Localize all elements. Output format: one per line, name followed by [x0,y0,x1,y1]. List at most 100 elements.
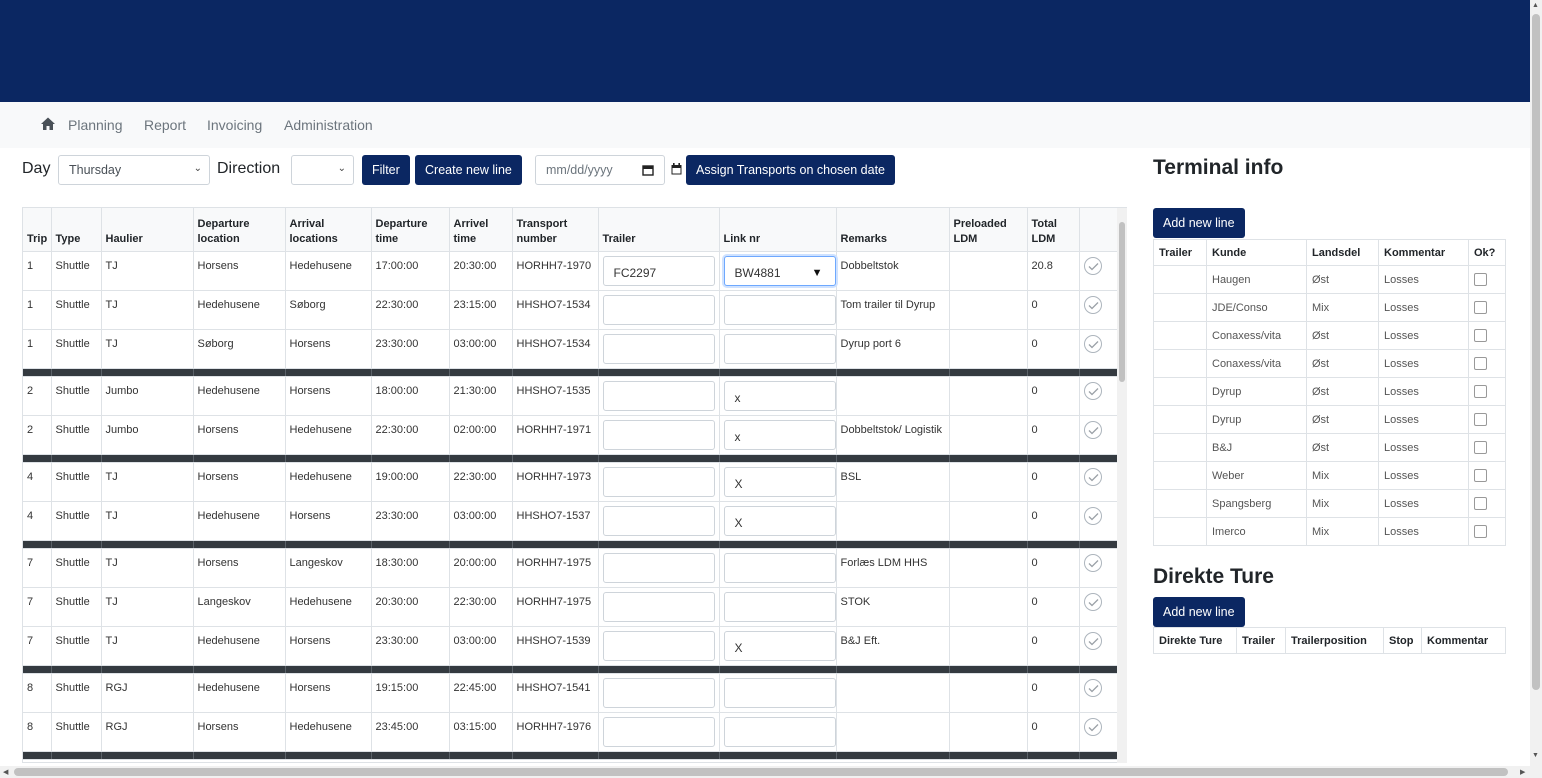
trailer-input[interactable] [602,505,715,536]
confirm-check-icon[interactable] [1083,506,1102,525]
ok-checkbox[interactable] [1474,385,1487,398]
scroll-down-icon[interactable]: ▼ [1532,752,1539,759]
ok-checkbox[interactable] [1474,301,1487,314]
trailer-input[interactable] [602,419,715,450]
date-input[interactable]: mm/dd/yyyy [535,155,665,185]
ok-checkbox[interactable] [1474,497,1487,510]
separator-cell [1027,751,1080,760]
ok-checkbox[interactable] [1474,525,1487,538]
ok-checkbox[interactable] [1474,469,1487,482]
nav-planning[interactable]: Planning [68,117,123,133]
cell-dtime: 23:45:00 [371,712,450,752]
confirm-check-icon[interactable] [1083,678,1102,697]
create-new-line-button[interactable]: Create new line [415,155,522,185]
transport-table: Trip Type Haulier Departure location Arr… [23,208,1118,760]
cell-dtime: 17:00:00 [371,251,450,291]
cell-trailer [1153,461,1207,490]
cell-ok [1468,517,1506,546]
separator-cell [285,368,372,377]
confirm-check-icon[interactable] [1083,553,1102,572]
nav-administration[interactable]: Administration [284,117,373,133]
separator-cell [719,665,837,674]
cell-link: X [719,462,837,502]
link-nr-input[interactable] [723,294,836,325]
confirm-check-icon[interactable] [1083,631,1102,650]
confirm-check-icon[interactable] [1083,467,1102,486]
cell-atime: 03:00:00 [449,501,513,541]
filter-button[interactable]: Filter [362,155,410,185]
link-nr-input[interactable]: X [723,505,836,536]
nav-invoicing[interactable]: Invoicing [207,117,263,133]
cell-link [719,329,837,369]
cell-ok [1468,293,1506,322]
cell-trailer [598,501,720,541]
table-scrollbar[interactable] [1117,208,1127,763]
page-horizontal-scrollbar[interactable]: ◀ ▶ [0,766,1542,778]
cell-kunde: Conaxess/vita [1206,349,1307,378]
cell-trip: 2 [23,415,52,455]
cell-kommentar: Losses [1378,349,1469,378]
confirm-check-icon[interactable] [1083,592,1102,611]
ok-checkbox[interactable] [1474,357,1487,370]
link-nr-input[interactable] [723,333,836,364]
confirm-check-icon[interactable] [1083,381,1102,400]
cell-remarks: Forlæs LDM HHS [836,548,950,588]
confirm-check-icon[interactable] [1083,295,1102,314]
trailer-input[interactable] [602,294,715,325]
col-header: Direkte Ture [1153,627,1237,654]
cell-trailer [1153,433,1207,462]
page-vertical-scrollbar[interactable]: ▲ ▼ [1530,0,1542,766]
trailer-input[interactable] [602,380,715,411]
cell-trip: 1 [23,251,52,291]
trailer-input[interactable]: FC2297 [602,255,715,286]
separator-cell [449,368,513,377]
link-nr-input[interactable] [723,677,836,708]
link-nr-input[interactable] [723,591,836,622]
cell-trailer [1153,349,1207,378]
page-horizontal-scrollbar-thumb[interactable] [14,768,1508,776]
link-nr-input[interactable]: X [723,630,836,661]
direkte-add-line-button[interactable]: Add new line [1153,597,1245,627]
cell-dep: Horsens [193,251,286,291]
ok-checkbox[interactable] [1474,413,1487,426]
day-select[interactable]: Thursday ⌄ [58,155,210,185]
confirm-check-icon[interactable] [1083,256,1102,275]
cell-landsdel: Øst [1306,321,1379,350]
cell-arr: Horsens [285,501,372,541]
ok-checkbox[interactable] [1474,329,1487,342]
cell-preloaded [949,501,1028,541]
separator-cell [836,368,950,377]
home-icon[interactable] [40,116,56,132]
scroll-left-icon[interactable]: ◀ [3,769,9,776]
table-scrollbar-thumb[interactable] [1119,222,1125,382]
calendar-picker-icon[interactable] [642,164,654,176]
scroll-right-icon[interactable]: ▶ [1520,769,1526,776]
trailer-input[interactable] [602,466,715,497]
trailer-input[interactable] [602,630,715,661]
scroll-up-icon[interactable]: ▲ [1532,2,1539,9]
link-nr-input[interactable] [723,552,836,583]
link-nr-input[interactable]: x [723,380,836,411]
link-nr-input[interactable]: X [723,466,836,497]
confirm-check-icon[interactable] [1083,420,1102,439]
assign-transports-button[interactable]: Assign Transports on chosen date [686,155,896,185]
link-nr-input[interactable]: x [723,419,836,450]
nav-report[interactable]: Report [144,117,187,133]
trailer-input[interactable] [602,333,715,364]
page-vertical-scrollbar-thumb[interactable] [1532,14,1540,690]
direction-select[interactable]: ⌄ [291,155,354,185]
trailer-input[interactable] [602,552,715,583]
cell-kommentar: Losses [1378,489,1469,518]
trailer-input[interactable] [602,677,715,708]
separator-cell [949,665,1028,674]
terminal-add-line-button[interactable]: Add new line [1153,208,1245,238]
confirm-check-icon[interactable] [1083,717,1102,736]
cell-trailer [598,548,720,588]
ok-checkbox[interactable] [1474,441,1487,454]
trailer-input[interactable] [602,716,715,747]
link-nr-input[interactable] [723,716,836,747]
link-nr-select[interactable]: BW4881 ▼ [723,255,836,286]
trailer-input[interactable] [602,591,715,622]
confirm-check-icon[interactable] [1083,334,1102,353]
ok-checkbox[interactable] [1474,273,1487,286]
